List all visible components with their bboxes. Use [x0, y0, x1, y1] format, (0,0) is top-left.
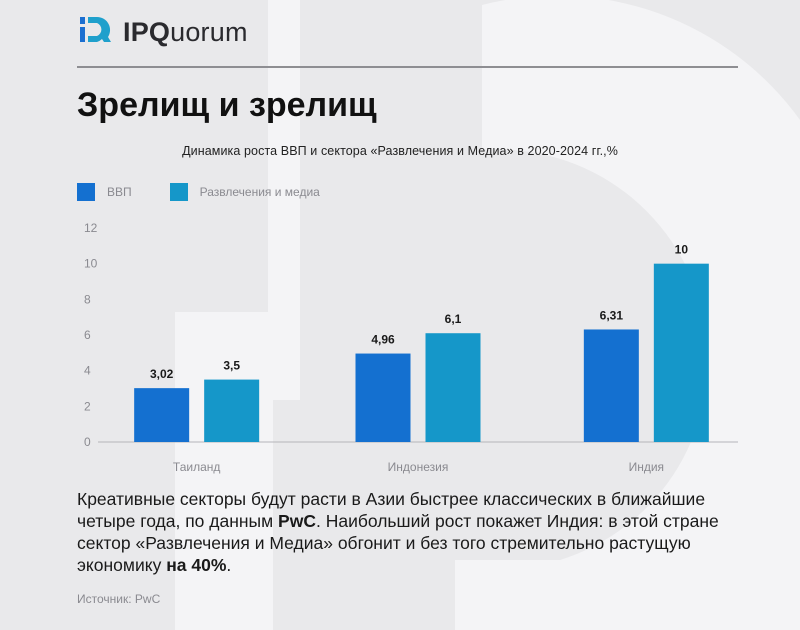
legend-label-media: Развлечения и медиа	[199, 185, 320, 199]
data-label: 3,5	[223, 359, 240, 373]
y-tick-label: 8	[84, 292, 91, 306]
data-label: 6,31	[600, 308, 624, 322]
chart-legend: ВВП Развлечения и медиа	[77, 183, 320, 201]
bar	[204, 379, 260, 442]
header: IPQuorum	[77, 12, 248, 52]
bar	[425, 333, 481, 442]
legend-swatch-gdp	[77, 183, 95, 201]
y-tick-label: 4	[84, 364, 91, 378]
ipquorum-logo-icon	[80, 16, 111, 42]
brand-name: IPQuorum	[123, 16, 248, 47]
legend-item-media: Развлечения и медиа	[169, 183, 320, 201]
x-tick-label: Индонезия	[388, 460, 449, 474]
headline: Зрелищ и зрелищ	[77, 86, 377, 124]
data-label: 10	[675, 243, 689, 257]
body-bold-pwc: PwC	[278, 511, 316, 531]
y-tick-label: 12	[84, 221, 98, 235]
header-divider	[77, 66, 738, 68]
chart-title: Динамика роста ВВП и сектора «Развлечени…	[182, 144, 618, 158]
y-tick-label: 10	[84, 257, 98, 271]
bar	[583, 329, 639, 442]
legend-label-gdp: ВВП	[107, 185, 132, 199]
bar	[134, 388, 190, 442]
data-label: 4,96	[371, 333, 395, 347]
data-label: 6,1	[445, 312, 462, 326]
bar-chart: 0 2 4 6 8 10 12 3,02 3,5 Таиланд 4,96 6,1 Индонезия 6…	[84, 221, 738, 474]
bar	[653, 263, 709, 442]
y-tick-label: 6	[84, 328, 91, 342]
body-paragraph: Креативные секторы будут расти в Азии бы…	[77, 489, 719, 575]
legend-item-gdp: ВВП	[77, 183, 132, 201]
y-tick-label: 2	[84, 399, 91, 413]
bar	[355, 353, 411, 442]
y-tick-label: 0	[84, 435, 91, 449]
data-label: 3,02	[150, 367, 174, 381]
body-bold-percent: на 40%	[166, 555, 227, 575]
source-note: Источник: PwC	[77, 592, 161, 606]
legend-swatch-media	[169, 183, 188, 201]
x-tick-label: Таиланд	[173, 460, 220, 474]
x-tick-label: Индия	[629, 460, 664, 474]
